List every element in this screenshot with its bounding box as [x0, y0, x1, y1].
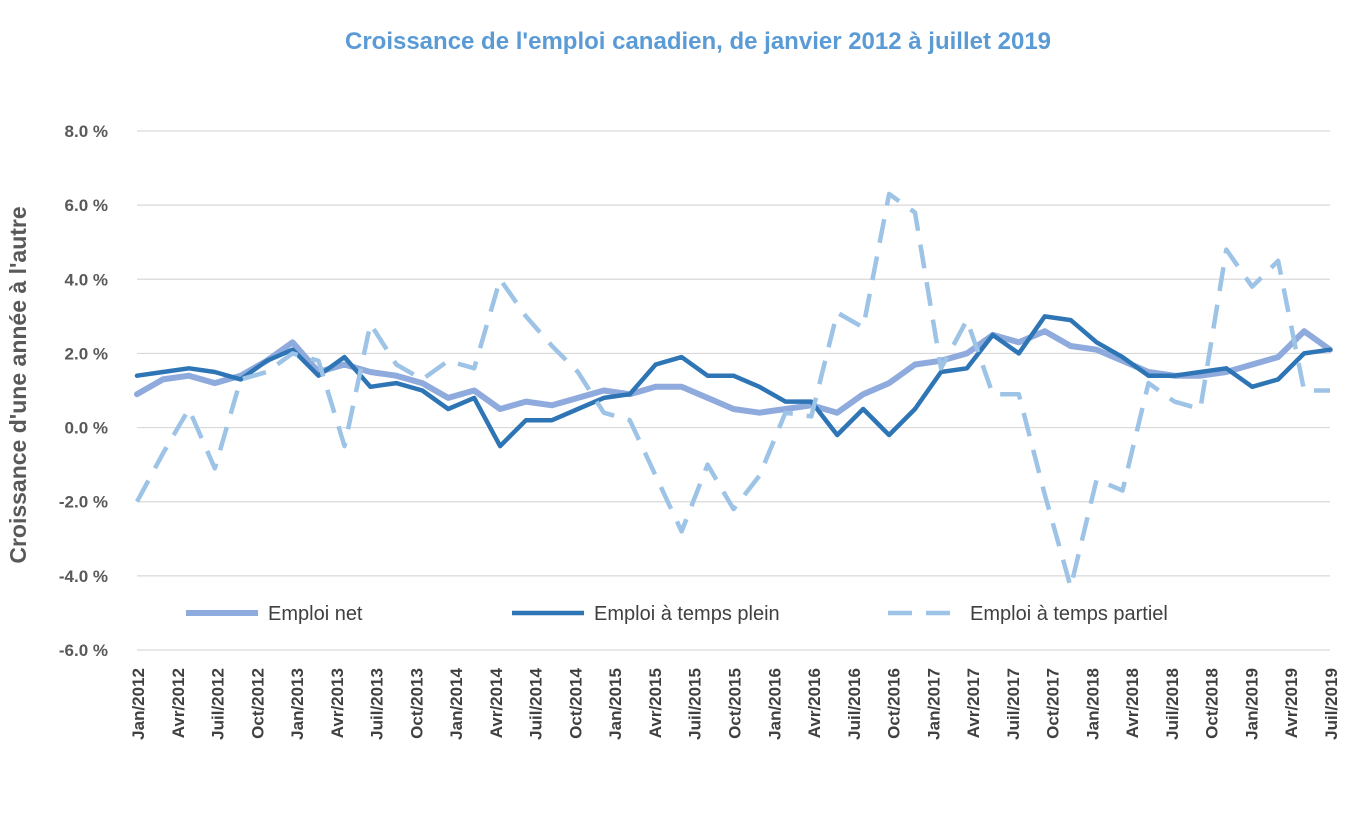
y-tick-label: -4.0 %: [59, 567, 108, 586]
x-tick-label: Juil/2014: [527, 667, 546, 739]
x-axis-ticks: Jan/2012 Avr/2012 Juil/2012 Oct/2012 Jan/201…: [129, 667, 1341, 739]
x-tick-label: Jan/2017: [924, 668, 943, 740]
x-tick-label: Oct/2013: [407, 668, 426, 739]
x-tick-label: Jan/2018: [1083, 668, 1102, 740]
x-tick-label: Jan/2013: [288, 668, 307, 740]
x-tick-label: Juil/2019: [1322, 668, 1341, 740]
y-tick-label: 6.0 %: [65, 196, 108, 215]
x-tick-label: Oct/2012: [248, 668, 267, 739]
gridlines: [137, 130, 1330, 651]
y-tick-label: 0.0 %: [65, 419, 108, 438]
series-lines: [134, 191, 1333, 590]
y-tick-label: 4.0 %: [65, 270, 108, 289]
x-tick-label: Avr/2015: [646, 668, 665, 738]
x-tick-label: Avr/2014: [487, 667, 506, 738]
x-tick-label: Juil/2013: [368, 668, 387, 740]
series-line-temps-plein: [134, 314, 1333, 449]
x-tick-label: Avr/2013: [328, 668, 347, 738]
y-tick-label: 2.0 %: [65, 344, 108, 363]
x-tick-label: Oct/2015: [726, 668, 745, 739]
y-tick-label: 8.0 %: [65, 122, 108, 141]
x-tick-label: Oct/2014: [566, 667, 585, 738]
x-tick-label: Jan/2014: [447, 667, 466, 739]
y-axis-label: Croissance d'une année à l'autre: [5, 206, 31, 563]
x-tick-label: Oct/2016: [885, 668, 904, 739]
x-tick-label: Juil/2018: [1163, 668, 1182, 740]
x-tick-label: Avr/2018: [1123, 668, 1142, 738]
y-tick-label: -2.0 %: [59, 493, 108, 512]
x-tick-label: Avr/2019: [1282, 668, 1301, 738]
x-tick-label: Oct/2018: [1203, 668, 1222, 739]
x-tick-label: Jan/2012: [129, 668, 148, 740]
legend: Emploi net Emploi à temps plein Emploi à t…: [186, 603, 1168, 625]
legend-label: Emploi à temps partiel: [970, 603, 1168, 625]
y-axis-ticks: -6.0 % -4.0 % -2.0 % 0.0 % 2.0 % 4.0 % 6.0 % 8.…: [59, 122, 108, 660]
x-tick-label: Juil/2017: [1004, 668, 1023, 740]
series-line-temps-partiel: [135, 191, 1330, 590]
x-tick-label: Juil/2015: [686, 668, 705, 740]
x-tick-label: Juil/2012: [209, 668, 228, 740]
x-tick-label: Avr/2016: [805, 668, 824, 738]
y-tick-label: -6.0 %: [59, 641, 108, 660]
x-tick-label: Avr/2012: [169, 668, 188, 738]
x-tick-label: Oct/2017: [1044, 668, 1063, 739]
x-tick-label: Jan/2019: [1242, 668, 1261, 740]
x-tick-label: Jan/2016: [765, 668, 784, 740]
x-tick-label: Juil/2016: [845, 668, 864, 740]
legend-label: Emploi net: [268, 603, 363, 625]
x-tick-label: Avr/2017: [964, 668, 983, 738]
legend-label: Emploi à temps plein: [594, 603, 780, 625]
chart-title: Croissance de l'emploi canadien, de janv…: [344, 28, 1052, 55]
x-tick-label: Jan/2015: [606, 668, 625, 740]
